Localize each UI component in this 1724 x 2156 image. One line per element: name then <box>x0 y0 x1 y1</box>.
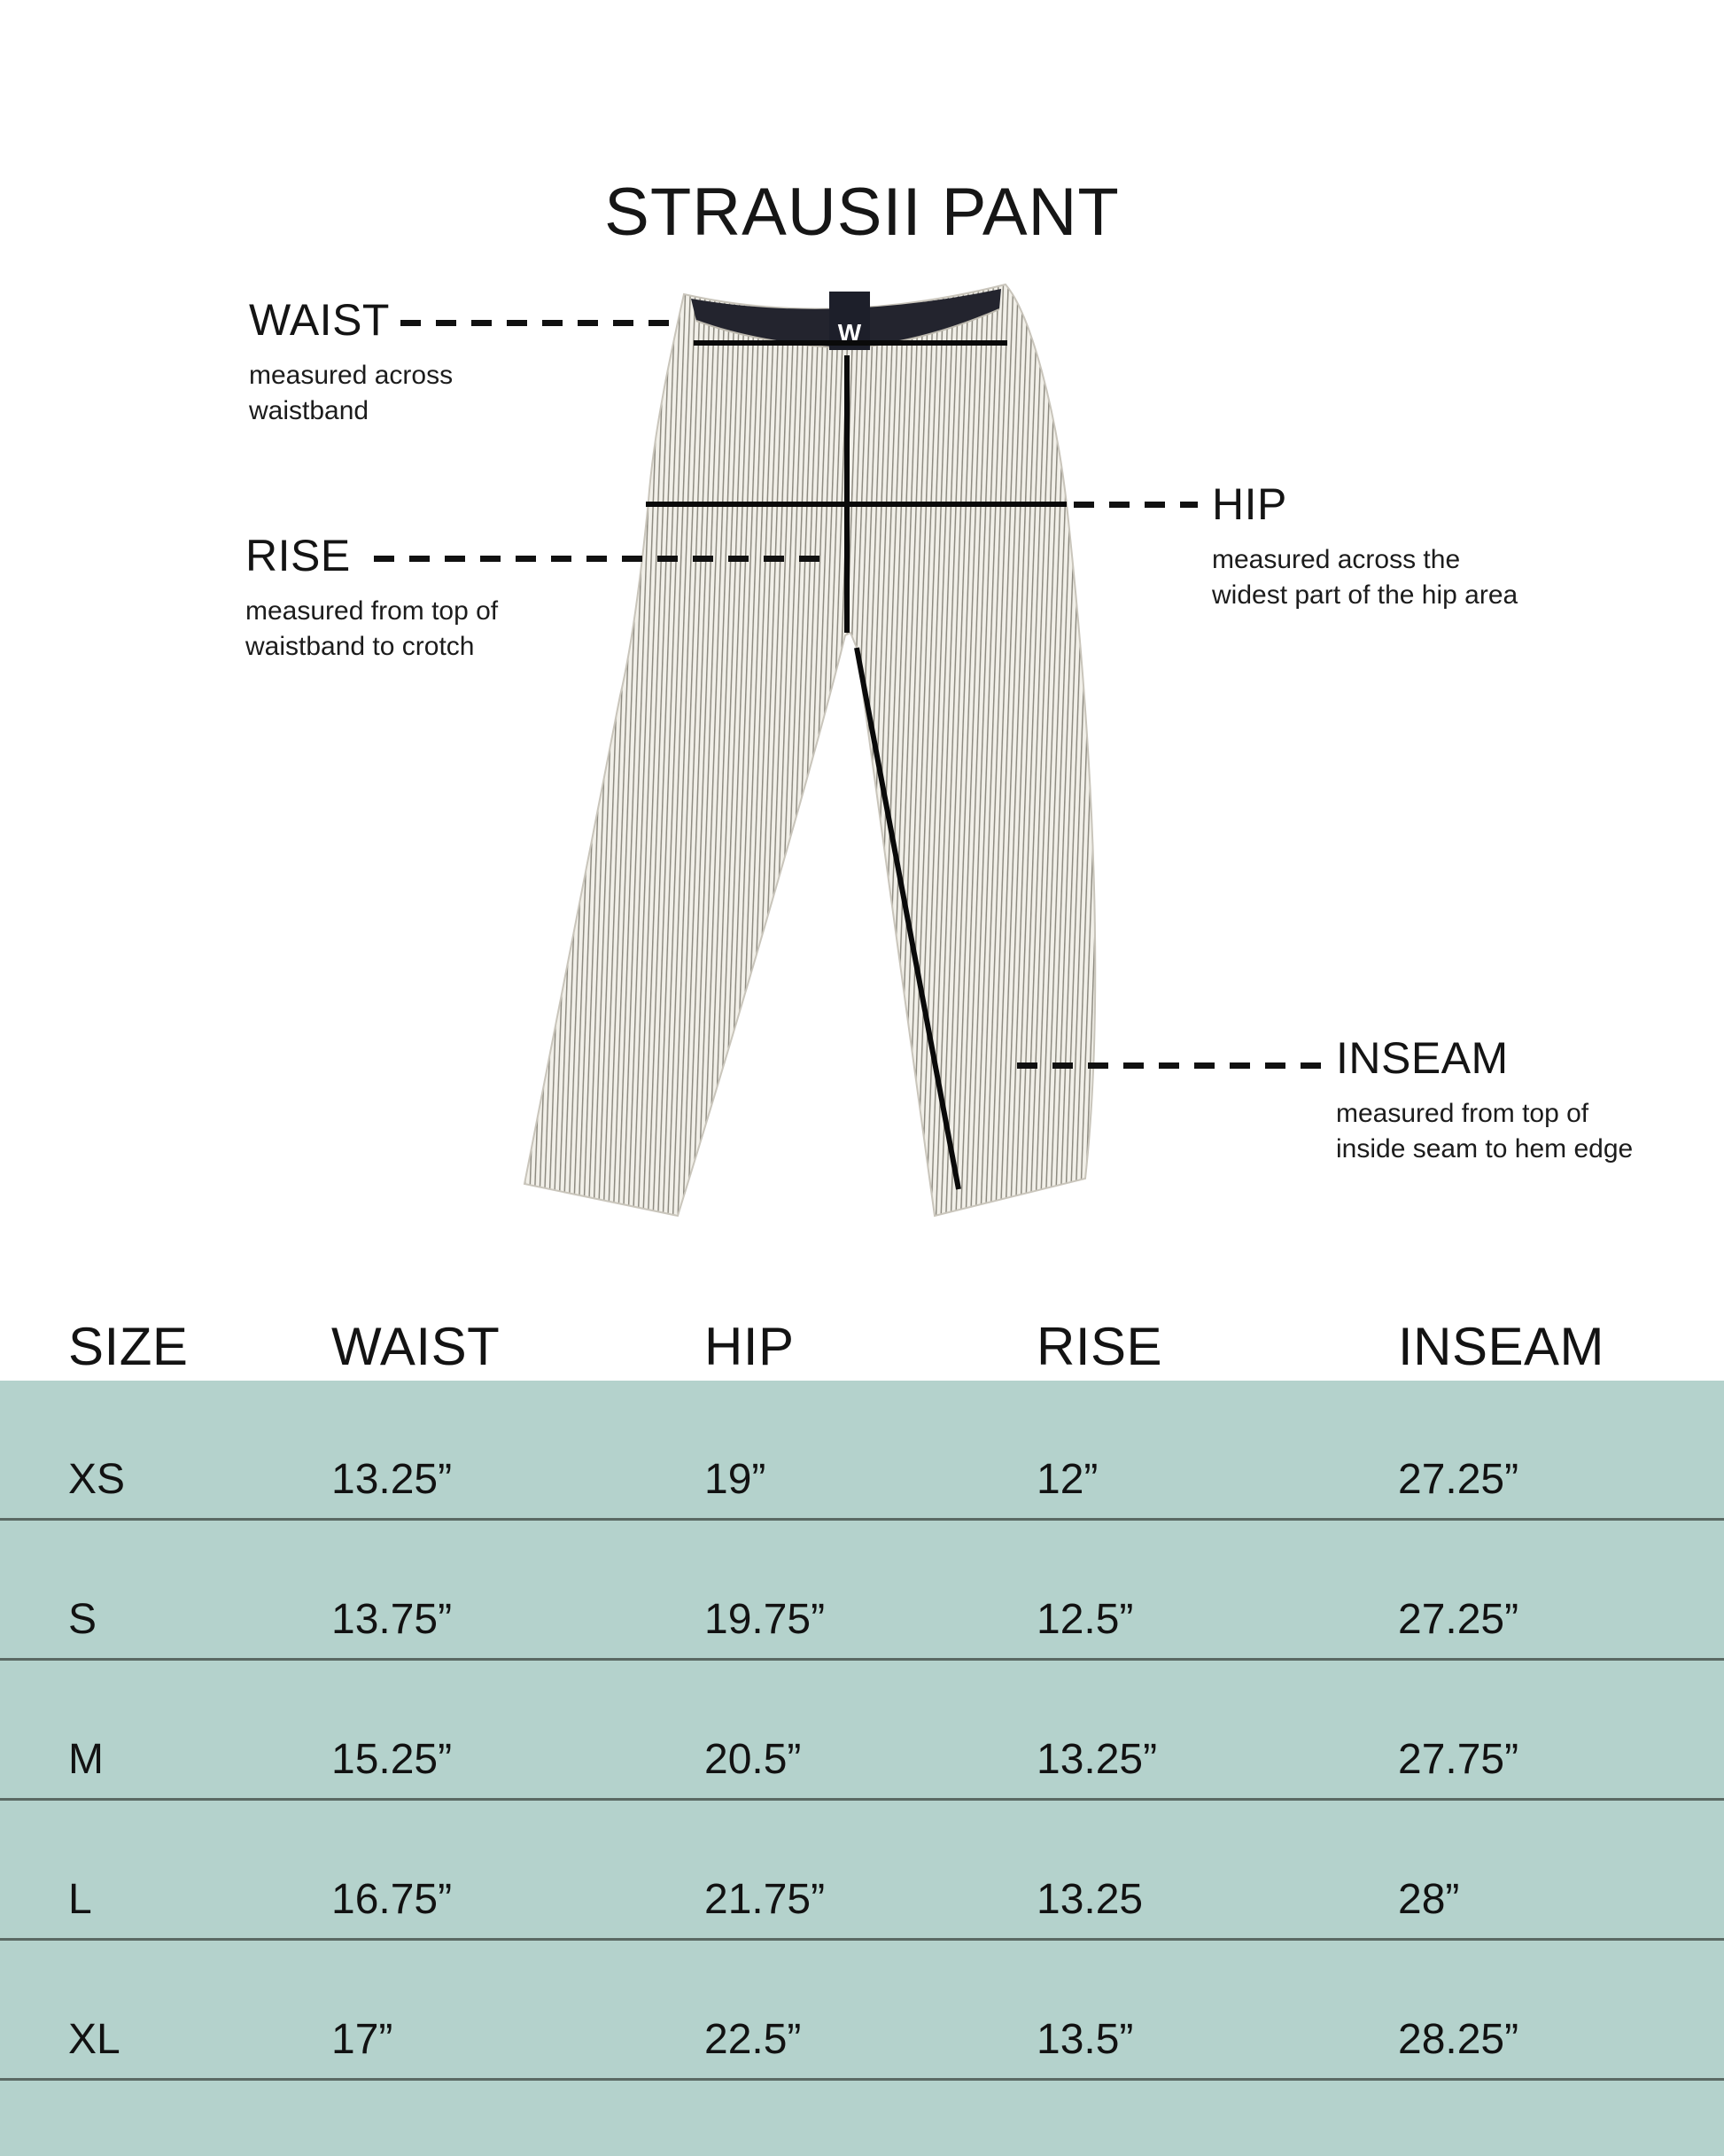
size-table-header: SIZE WAIST HIP RISE INSEAM <box>0 1313 1724 1377</box>
cell-rise: 13.25” <box>1037 1736 1158 1783</box>
header-rise: RISE <box>1037 1317 1163 1376</box>
cell-waist: 13.75” <box>331 1596 453 1643</box>
size-table: XS 13.25” 19” 12” 27.25” S 13.75” 19.75”… <box>0 1381 1724 2156</box>
header-inseam: INSEAM <box>1398 1317 1605 1376</box>
cell-inseam: 27.75” <box>1398 1736 1519 1783</box>
cell-size: L <box>68 1876 92 1923</box>
pant-measurement-diagram: W WAIST measured across waistband RISE m… <box>245 283 1633 1218</box>
cell-inseam: 27.25” <box>1398 1456 1519 1503</box>
cell-size: XL <box>68 2016 120 2063</box>
cell-hip: 19.75” <box>704 1596 826 1643</box>
pant-silhouette <box>523 283 1097 1218</box>
hip-annotation-label: HIP <box>1212 479 1287 529</box>
page-title: STRAUSII PANT <box>604 175 1120 250</box>
cell-waist: 17” <box>331 2016 393 2063</box>
cell-hip: 21.75” <box>704 1876 826 1923</box>
cell-size: M <box>68 1736 104 1783</box>
header-hip: HIP <box>704 1317 795 1376</box>
cell-hip: 19” <box>704 1456 766 1503</box>
table-row-m: M 15.25” 20.5” 13.25” 27.75” <box>0 1661 1724 1801</box>
cell-size: S <box>68 1596 97 1643</box>
rise-annotation-label: RISE <box>245 531 351 580</box>
table-row-xs: XS 13.25” 19” 12” 27.25” <box>0 1381 1724 1521</box>
rise-annotation-desc: measured from top of waistband to crotch <box>245 596 499 661</box>
inseam-measure-line <box>854 647 961 1190</box>
inseam-annotation: INSEAM measured from top of inside seam … <box>1336 1032 1633 1167</box>
cell-inseam: 27.25” <box>1398 1596 1519 1643</box>
hip-connector-line <box>1074 502 1198 508</box>
waist-annotation-label: WAIST <box>249 295 390 345</box>
cell-waist: 13.25” <box>331 1456 453 1503</box>
cell-rise: 12” <box>1037 1456 1099 1503</box>
cell-waist: 15.25” <box>331 1736 453 1783</box>
cell-rise: 13.5” <box>1037 2016 1134 2063</box>
waist-annotation: WAIST measured across waistband <box>249 294 453 429</box>
hip-annotation: HIP measured across the widest part of t… <box>1212 479 1518 613</box>
waist-annotation-desc: measured across waistband <box>249 361 454 425</box>
cell-rise: 13.25 <box>1037 1876 1144 1923</box>
header-waist: WAIST <box>331 1317 501 1376</box>
inseam-connector-line <box>1017 1062 1329 1069</box>
cell-inseam: 28.25” <box>1398 2016 1519 2063</box>
table-row-s: S 13.75” 19.75” 12.5” 27.25” <box>0 1521 1724 1661</box>
inseam-annotation-desc: measured from top of inside seam to hem … <box>1336 1099 1634 1164</box>
cell-inseam: 28” <box>1398 1876 1460 1923</box>
table-footer-band <box>0 2081 1724 2153</box>
header-size: SIZE <box>68 1317 189 1376</box>
table-row-l: L 16.75” 21.75” 13.25 28” <box>0 1801 1724 1941</box>
hip-annotation-desc: measured across the widest part of the h… <box>1212 545 1518 610</box>
cell-hip: 22.5” <box>704 2016 802 2063</box>
rise-annotation: RISE measured from top of waistband to c… <box>245 530 498 665</box>
table-row-xl: XL 17” 22.5” 13.5” 28.25” <box>0 1941 1724 2081</box>
waist-connector-line <box>400 320 680 326</box>
cell-hip: 20.5” <box>704 1736 802 1783</box>
inseam-annotation-label: INSEAM <box>1336 1033 1509 1083</box>
pant-illustration: W <box>523 283 1097 1218</box>
rise-connector-line <box>374 556 833 562</box>
cell-waist: 16.75” <box>331 1876 453 1923</box>
cell-rise: 12.5” <box>1037 1596 1134 1643</box>
cell-size: XS <box>68 1456 126 1503</box>
